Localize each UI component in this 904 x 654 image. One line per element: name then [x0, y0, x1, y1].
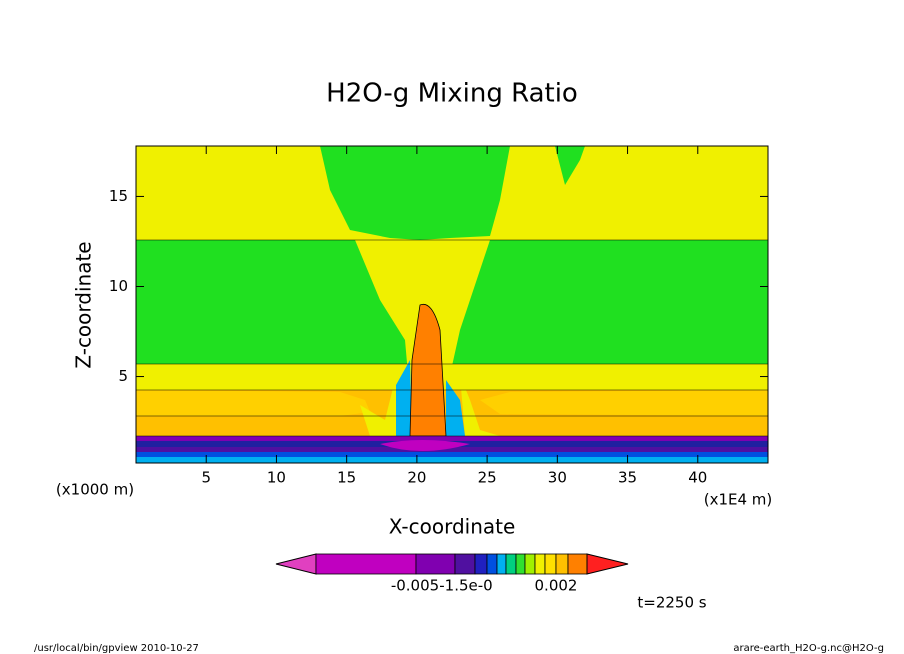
- time-annotation: t=2250 s: [637, 594, 706, 612]
- footer-right: arare-earth_H2O-g.nc@H2O-g: [733, 643, 884, 654]
- x-tick-label: 10: [267, 469, 286, 487]
- y-tick-label: 10: [109, 277, 128, 295]
- colorbar-segment: [486, 553, 498, 575]
- colorbar-segment: [515, 553, 526, 575]
- colorbar-end: [275, 553, 317, 575]
- x-axis-label: X-coordinate: [389, 515, 516, 539]
- colorbar-label: -1.5e-0: [439, 577, 492, 595]
- colorbar-segment: [474, 553, 488, 575]
- x-tick-label: 15: [337, 469, 356, 487]
- colorbar-segment: [496, 553, 507, 575]
- y-unit: (x1000 m): [56, 481, 134, 499]
- colorbar-label: 0.002: [535, 577, 578, 595]
- x-tick-label: 5: [201, 469, 211, 487]
- x-tick-label: 35: [618, 469, 637, 487]
- colorbar-segment: [315, 553, 417, 575]
- x-tick-label: 40: [688, 469, 707, 487]
- chart-title: H2O-g Mixing Ratio: [326, 79, 578, 109]
- colorbar-label: -0.005: [391, 577, 439, 595]
- colorbar-segment: [567, 553, 588, 575]
- colorbar-segment: [415, 553, 456, 575]
- y-axis-label: Z-coordinate: [72, 241, 96, 368]
- colorbar-segment: [534, 553, 546, 575]
- colorbar-segment: [544, 553, 557, 575]
- x-unit: (x1E4 m): [704, 491, 773, 509]
- y-tick-label: 15: [109, 187, 128, 205]
- y-tick-label: 5: [118, 367, 128, 385]
- x-tick-label: 25: [478, 469, 497, 487]
- colorbar-segment: [524, 553, 536, 575]
- colorbar-segment: [454, 553, 476, 575]
- colorbar-segment: [555, 553, 569, 575]
- footer-left: /usr/local/bin/gpview 2010-10-27: [34, 643, 199, 654]
- x-tick-label: 20: [407, 469, 426, 487]
- contour-field: [136, 146, 768, 463]
- colorbar-segment: [505, 553, 517, 575]
- x-tick-label: 30: [548, 469, 567, 487]
- colorbar-end: [586, 553, 629, 575]
